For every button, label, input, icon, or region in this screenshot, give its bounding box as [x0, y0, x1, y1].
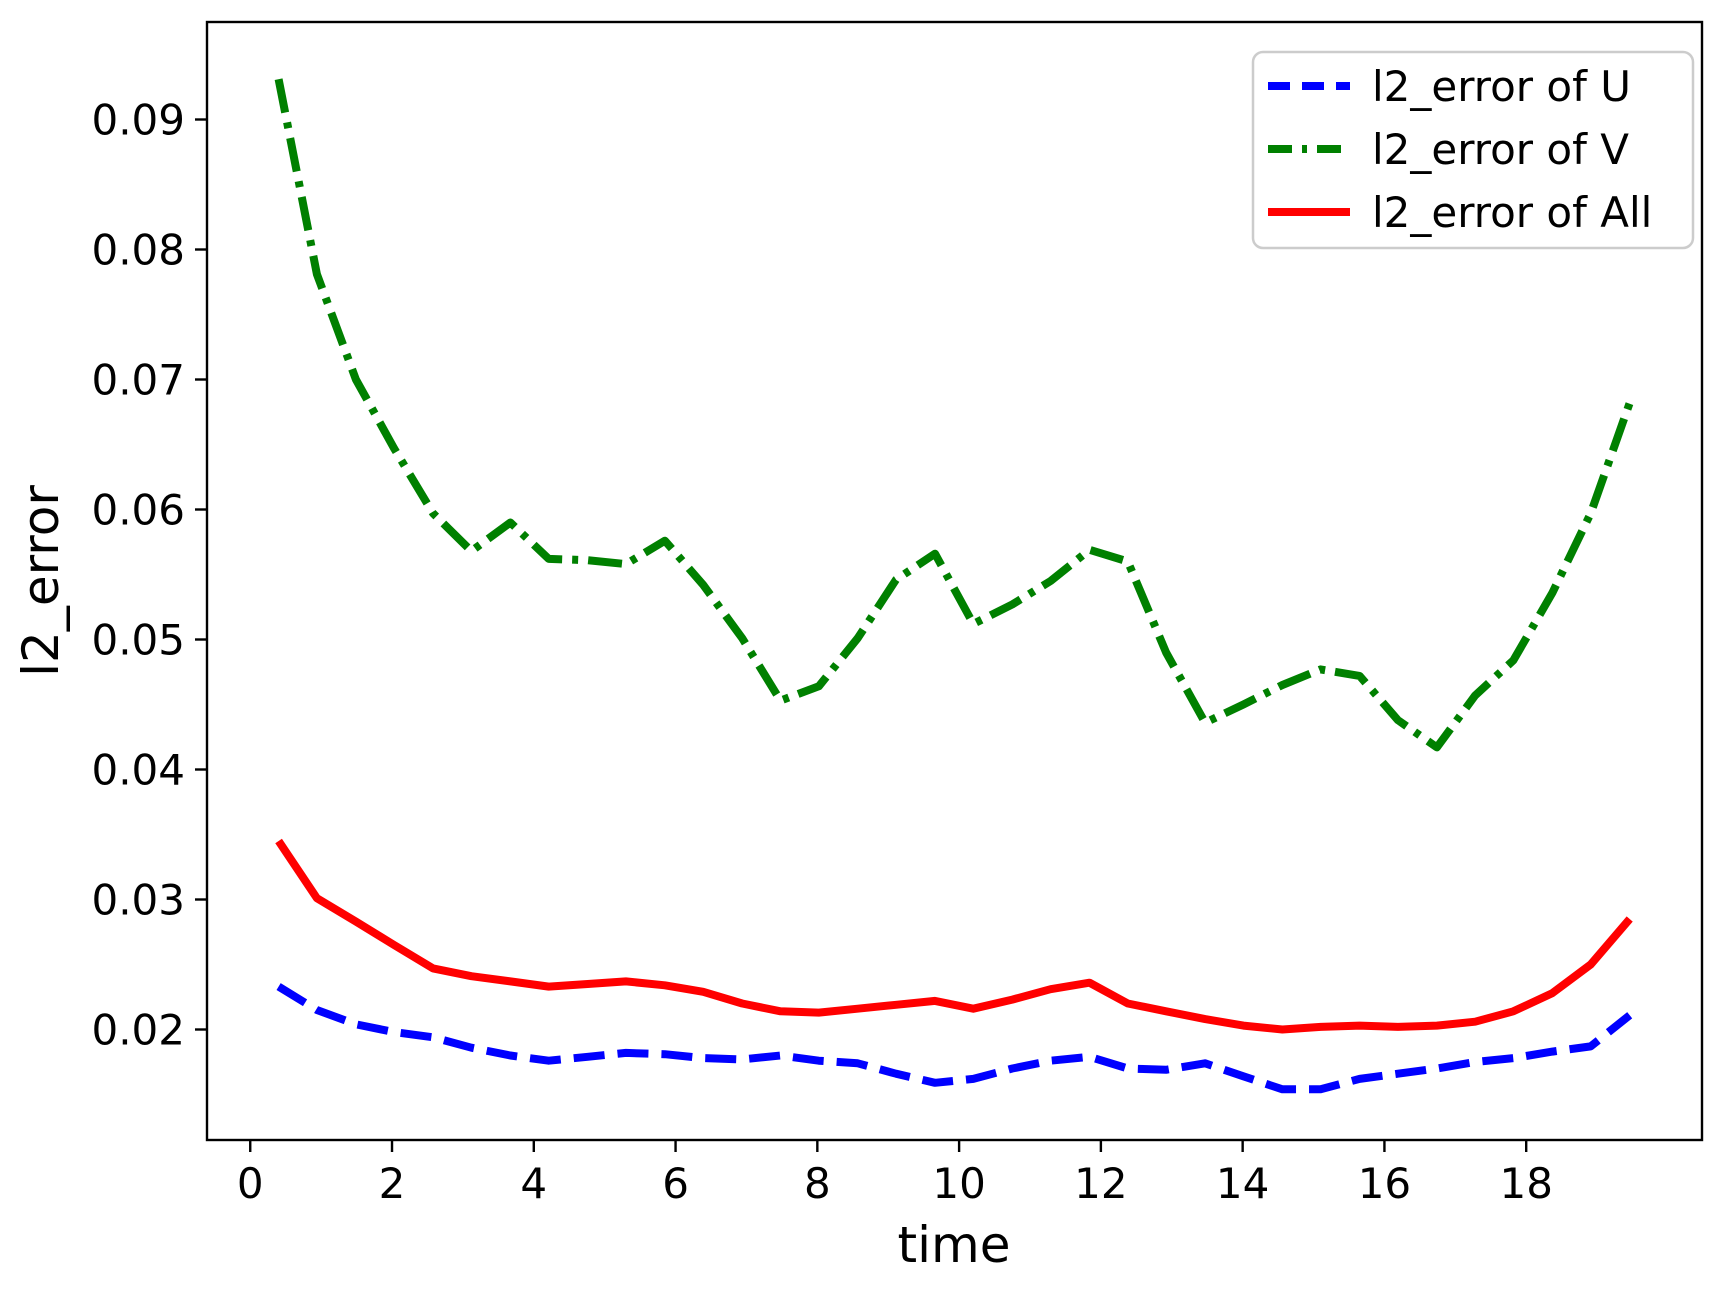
y-tick-label: 0.08	[91, 226, 185, 275]
series-line	[276, 983, 1633, 1094]
series-layer	[274, 78, 1634, 1094]
series-line	[274, 78, 1634, 752]
y-tick-label: 0.09	[91, 96, 185, 145]
legend-box	[1251, 50, 1695, 250]
plot-border	[205, 20, 1704, 1142]
x-tick-label: 6	[662, 1159, 689, 1208]
y-tick-label: 0.03	[91, 876, 185, 925]
legend-layer: l2_error of U l2_error of V l2_error of Al…	[1251, 50, 1695, 250]
y-tick-label: 0.04	[91, 746, 185, 795]
y-tick-label: 0.02	[91, 1006, 185, 1055]
x-tick-label: 18	[1499, 1159, 1552, 1208]
x-tick-label: 2	[379, 1159, 406, 1208]
legend-label: l2_error of V	[1372, 125, 1629, 174]
x-axis-label: time	[898, 1216, 1011, 1274]
x-tick-label: 8	[804, 1159, 831, 1208]
series-line	[275, 838, 1633, 1034]
x-tick-label: 16	[1358, 1159, 1411, 1208]
axes-layer: 0 2 4 6 8 10 12 14 16 18 0.02 0.03 0.04 0.05 0.06 0.07 0…	[91, 20, 1704, 1208]
legend-label: l2_error of U	[1372, 62, 1631, 111]
x-tick-label: 14	[1216, 1159, 1269, 1208]
y-axis-label: l2_error	[12, 485, 70, 677]
y-tick-label: 0.06	[91, 486, 185, 535]
y-tick-label: 0.07	[91, 356, 185, 405]
x-tick-label: 12	[1074, 1159, 1127, 1208]
y-tick-label: 0.05	[91, 616, 185, 665]
x-tick-label: 0	[237, 1159, 264, 1208]
x-tick-label: 10	[932, 1159, 985, 1208]
x-tick-label: 4	[520, 1159, 547, 1208]
legend-label: l2_error of All	[1372, 188, 1652, 237]
